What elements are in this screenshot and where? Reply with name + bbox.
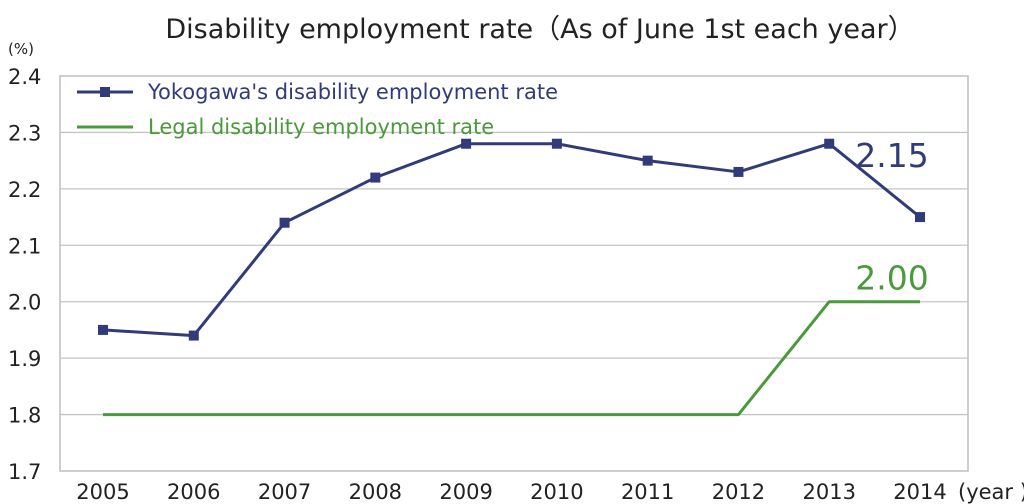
x-tick-label: 2006 [167,480,220,504]
y-tick-label: 2.4 [8,65,41,89]
x-tick-label: 2010 [530,480,583,504]
y-tick-label: 2.0 [8,291,41,315]
series-end-label: 2.00 [855,259,928,298]
x-tick-label: 2007 [258,480,311,504]
series-line-1 [103,300,920,417]
data-point [98,324,108,335]
x-tick-label: 2014 [893,480,946,504]
series-line-0 [102,142,921,338]
y-tick-label: 2.2 [8,178,41,202]
y-tick-label: 2.3 [8,121,41,145]
data-point [461,138,472,149]
legend-entry-1: Legal disability employment rate [148,115,494,139]
legend-entry-0: Yokogawa's disability employment rate [147,80,558,104]
data-point [824,138,835,149]
y-tick-label: 1.8 [8,404,41,428]
chart-title: Disability employment rate（As of June 1s… [165,14,914,45]
legend-marker [100,87,110,97]
x-tick-label: 2013 [802,480,855,504]
series-end-label: 2.15 [855,136,928,175]
data-point [551,138,562,149]
y-axis-unit-label: (%) [8,40,34,58]
data-point [279,217,290,228]
data-point [733,166,744,177]
data-point [188,330,199,341]
x-tick-label: 2005 [76,480,129,504]
y-tick-label: 1.9 [8,347,41,371]
data-point [370,172,381,183]
x-axis-unit-label: (year ) [958,480,1024,504]
x-tick-label: 2009 [439,480,492,504]
data-point [642,155,653,166]
x-tick-label: 2012 [712,480,765,504]
x-tick-label: 2011 [621,480,674,504]
y-tick-label: 1.7 [8,460,41,484]
y-tick-label: 2.1 [8,234,41,258]
plot-area-border [59,75,969,472]
x-tick-label: 2008 [349,480,402,504]
data-point [915,212,925,223]
